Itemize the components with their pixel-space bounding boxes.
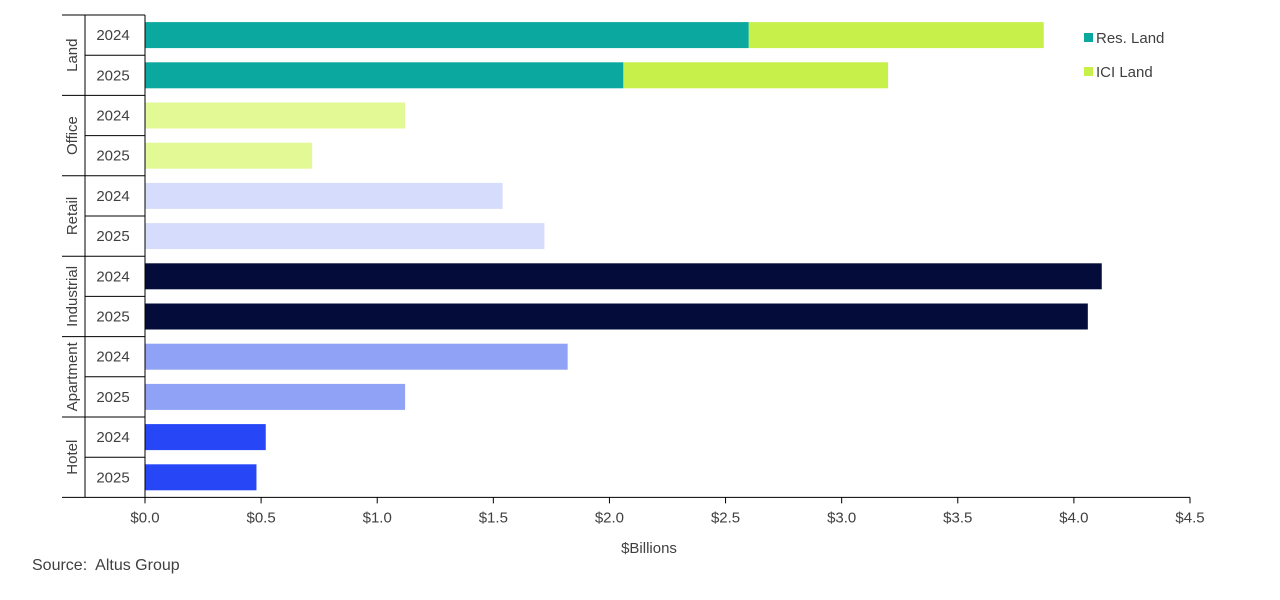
axes-layer: 2024 2025 2024 2025 2024 2025 2024 2025 2024 2025… <box>62 14 1205 526</box>
year-label: 2024 <box>96 108 129 125</box>
bar-industrial-2024 <box>145 263 1102 290</box>
year-label: 2025 <box>96 469 129 486</box>
bars-layer <box>145 22 1102 491</box>
year-label: 2025 <box>96 148 129 165</box>
x-tick-label: $0.5 <box>247 509 276 526</box>
year-label: 2025 <box>96 389 129 406</box>
year-label: 2025 <box>96 309 129 326</box>
bar-hotel-2025 <box>145 464 257 491</box>
bar-apartment-2024 <box>145 343 568 370</box>
bar-land-2024-ici-land <box>748 22 1044 49</box>
x-axis-label: $Billions <box>621 540 677 557</box>
year-label: 2024 <box>96 188 129 205</box>
bar-land-2025-ici-land <box>623 62 889 89</box>
group-label-hotel: Hotel <box>64 440 81 475</box>
x-tick-label: $3.0 <box>827 509 856 526</box>
bar-hotel-2024 <box>145 424 266 451</box>
bar-land-2024-res-land <box>145 22 749 49</box>
bar-land-2025-res-land <box>145 62 624 89</box>
bar-office-2024 <box>145 102 406 129</box>
year-label: 2025 <box>96 228 129 245</box>
year-label: 2024 <box>96 429 129 446</box>
group-label-apartment: Apartment <box>64 341 81 411</box>
bar-industrial-2025 <box>145 303 1088 330</box>
legend-swatch <box>1084 33 1093 42</box>
group-label-industrial: Industrial <box>64 266 81 327</box>
x-tick-label: $2.0 <box>595 509 624 526</box>
bar-retail-2025 <box>145 223 545 250</box>
legend-swatch <box>1084 67 1093 76</box>
x-tick-label: $1.5 <box>479 509 508 526</box>
group-label-office: Office <box>64 116 81 155</box>
bar-retail-2024 <box>145 182 503 209</box>
group-label-retail: Retail <box>64 197 81 235</box>
legend: Res. Land ICI Land <box>1084 30 1164 81</box>
bar-apartment-2025 <box>145 383 406 410</box>
legend-label: Res. Land <box>1096 30 1164 47</box>
year-label: 2024 <box>96 268 129 285</box>
x-tick-label: $3.5 <box>943 509 972 526</box>
year-label: 2024 <box>96 27 129 44</box>
x-tick-label: $4.5 <box>1175 509 1204 526</box>
source-note: Source: Altus Group <box>32 557 180 574</box>
x-tick-label: $2.5 <box>711 509 740 526</box>
year-label: 2024 <box>96 349 129 366</box>
x-tick-label: $4.0 <box>1059 509 1088 526</box>
legend-label: ICI Land <box>1096 64 1153 81</box>
year-label: 2025 <box>96 67 129 84</box>
x-tick-label: $0.0 <box>130 509 159 526</box>
x-tick-label: $1.0 <box>363 509 392 526</box>
bar-office-2025 <box>145 142 313 169</box>
group-label-land: Land <box>64 39 81 72</box>
